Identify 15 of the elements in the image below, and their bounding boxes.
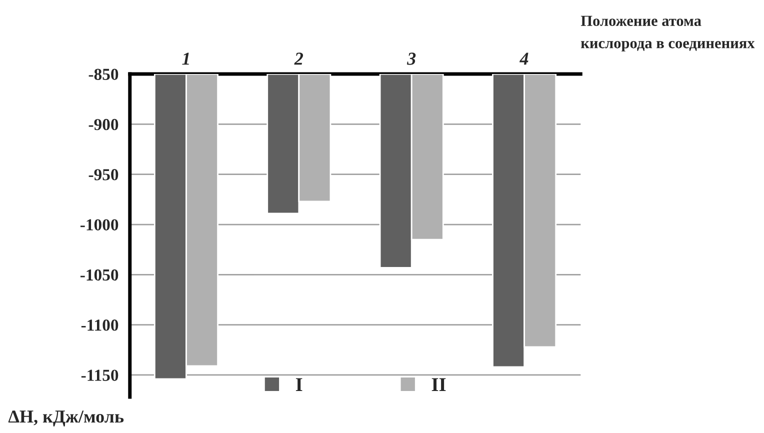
y-tick-label: -1100	[81, 320, 118, 331]
legend-label: I	[296, 378, 302, 391]
x-tick-label: 3	[406, 52, 416, 65]
y-axis-title: ΔH, кДж/моль	[8, 410, 124, 426]
y-tick-label: -1150	[81, 370, 118, 381]
x-tick-label: 2	[294, 52, 304, 65]
x-axis-title: Положение атома кислорода в соединениях	[580, 16, 755, 52]
x-tick-label: 4	[520, 52, 528, 65]
x-tick-label: 1	[182, 52, 189, 65]
y-tick-label: -900	[88, 118, 118, 130]
y-tick-label: -1050	[80, 269, 118, 281]
y-tick-label: -850	[88, 68, 118, 80]
legend-label: II	[432, 378, 446, 391]
y-tick-label: -1000	[80, 219, 118, 230]
y-tick-label: -950	[88, 169, 118, 180]
